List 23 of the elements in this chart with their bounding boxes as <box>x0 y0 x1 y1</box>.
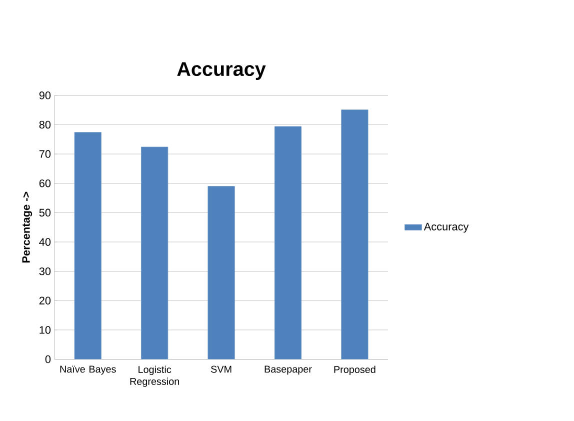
chart-title: Accuracy <box>177 62 266 80</box>
y-tick-label: 80 <box>39 120 51 129</box>
y-tick-label: 0 <box>45 355 51 364</box>
y-tick-label: 30 <box>39 267 51 276</box>
x-tick-label: Logistic Regression <box>130 366 179 387</box>
bar <box>341 110 368 360</box>
y-tick-label: 10 <box>40 326 51 334</box>
bar <box>274 126 302 360</box>
y-tick-label: 20 <box>39 296 51 304</box>
bar <box>208 186 235 360</box>
y-axis-title: Percentage -> <box>22 192 32 263</box>
y-tick-label: 70 <box>39 150 51 158</box>
bar <box>74 132 102 360</box>
legend-label: Accuracy <box>424 222 469 233</box>
x-tick-label: Proposed <box>334 366 376 375</box>
y-tick-label: 40 <box>39 238 51 246</box>
y-tick-label: 50 <box>39 208 51 217</box>
y-tick-label: 60 <box>39 179 51 188</box>
x-tick-label: Basepaper <box>264 366 312 375</box>
y-tick-label: 90 <box>39 92 51 100</box>
bar <box>141 146 168 360</box>
x-tick-label: SVM <box>210 366 232 373</box>
x-tick-label: Naïve Bayes <box>60 366 116 375</box>
